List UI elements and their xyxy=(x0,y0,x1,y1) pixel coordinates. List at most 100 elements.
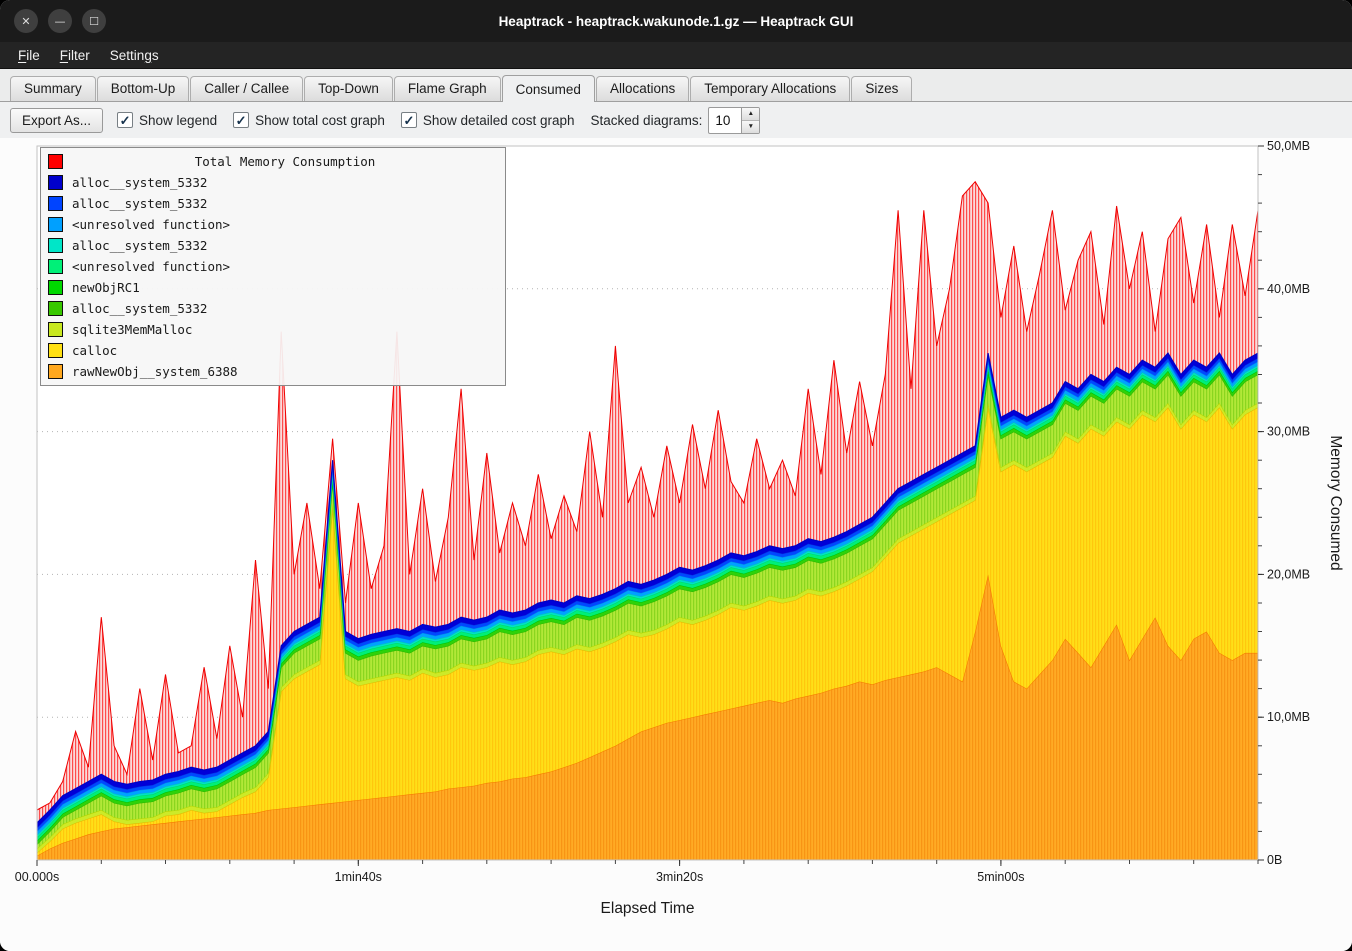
spinbox-value[interactable]: 10 xyxy=(715,112,731,128)
tab-bottom-up[interactable]: Bottom-Up xyxy=(96,76,190,101)
close-icon: ✕ xyxy=(21,14,31,28)
toolbar-checkboxes: ✓ Show legend ✓ Show total cost graph ✓ Show … xyxy=(117,112,575,128)
legend-swatch-icon xyxy=(48,280,63,295)
legend-item: <unresolved function> xyxy=(47,214,499,235)
legend-swatch-icon xyxy=(48,154,63,169)
legend-label: newObjRC1 xyxy=(72,280,140,295)
spin-down-icon: ▼ xyxy=(747,123,755,130)
legend-item: newObjRC1 xyxy=(47,277,499,298)
memory-chart[interactable]: 00.000s 1min40s 3min20s 5min00s 0B 10,0MB 20,0… xyxy=(0,138,1352,951)
series-band xyxy=(37,361,1258,835)
tab-allocations[interactable]: Allocations xyxy=(595,76,690,101)
legend-item: alloc__system_5332 xyxy=(47,298,499,319)
legend-swatch-icon xyxy=(48,238,63,253)
toolbar: Export As... ✓ Show legend ✓ Show total cos… xyxy=(0,102,1352,138)
spinbox-buttons: ▲ ▼ xyxy=(741,107,760,133)
checkbox-show-legend[interactable]: ✓ Show legend xyxy=(117,112,217,128)
legend-label: <unresolved function> xyxy=(72,217,231,232)
checkbox-show-total-cost-graph[interactable]: ✓ Show total cost graph xyxy=(233,112,385,128)
tab-temporary-allocations[interactable]: Temporary Allocations xyxy=(690,76,851,101)
series-line xyxy=(36,352,1259,824)
checkbox-label: Show total cost graph xyxy=(255,112,385,128)
tab-consumed[interactable]: Consumed xyxy=(501,75,595,102)
minimize-button[interactable]: — xyxy=(48,9,72,33)
spin-up-icon: ▲ xyxy=(747,110,755,117)
legend-title-row: Total Memory Consumption xyxy=(47,151,499,172)
legend-swatch-icon xyxy=(48,322,63,337)
spin-up-button[interactable]: ▲ xyxy=(742,107,760,121)
y-tick-label: 10,0MB xyxy=(1267,710,1310,724)
legend-label: alloc__system_5332 xyxy=(72,301,208,316)
checkbox-label: Show legend xyxy=(139,112,218,128)
stacked-diagrams-spinbox[interactable]: 10 ▲ ▼ xyxy=(708,106,761,134)
spin-down-button[interactable]: ▼ xyxy=(742,120,760,133)
close-button[interactable]: ✕ xyxy=(14,9,38,33)
legend-item: alloc__system_5332 xyxy=(47,193,499,214)
series-band xyxy=(37,574,1258,860)
legend-label: alloc__system_5332 xyxy=(72,175,208,190)
legend-item: alloc__system_5332 xyxy=(47,235,499,256)
legend-swatch-icon xyxy=(48,175,63,190)
tab-top-down[interactable]: Top-Down xyxy=(304,76,393,101)
legend-label: sqlite3MemMalloc xyxy=(72,322,193,337)
legend-swatch-icon xyxy=(48,364,63,379)
checkbox-show-detailed-cost-graph[interactable]: ✓ Show detailed cost graph xyxy=(400,112,575,128)
y-tick-label: 0B xyxy=(1267,853,1282,867)
legend-label: rawNewObj__system_6388 xyxy=(72,364,238,379)
titlebar: ✕ — ☐ Heaptrack - heaptrack.wakunode.1.g… xyxy=(0,0,1352,42)
tab-sizes[interactable]: Sizes xyxy=(851,76,913,101)
tab-bar: Summary Bottom-Up Caller / Callee Top-Down F… xyxy=(0,69,1352,102)
y-tick-label: 30,0MB xyxy=(1267,425,1310,439)
x-tick-label: 5min00s xyxy=(977,870,1024,884)
export-as-button[interactable]: Export As... xyxy=(10,107,104,133)
legend-swatch-icon xyxy=(48,259,63,274)
x-tick-label: 00.000s xyxy=(15,870,59,884)
chart-legend: Total Memory Consumption alloc__system_53… xyxy=(40,147,506,386)
menu-settings[interactable]: Settin g s xyxy=(109,47,159,63)
series-band xyxy=(37,407,1258,856)
checkbox-label: Show detailed cost graph xyxy=(422,112,575,128)
y-tick-label: 40,0MB xyxy=(1267,282,1310,296)
y-axis-label: Memory Consumed xyxy=(1327,435,1344,570)
stacked-diagrams-label: Stacked diagrams: xyxy=(590,112,703,128)
legend-swatch-icon xyxy=(48,301,63,316)
maximize-icon: ☐ xyxy=(89,14,99,28)
legend-swatch-icon xyxy=(48,343,63,358)
minimize-icon: — xyxy=(54,14,66,28)
chart-panel: 00.000s 1min40s 3min20s 5min00s 0B 10,0MB 20,0… xyxy=(0,138,1352,951)
x-axis-label: Elapsed Time xyxy=(601,900,695,917)
legend-swatch-icon xyxy=(48,217,63,232)
maximize-button[interactable]: ☐ xyxy=(82,9,106,33)
series-band xyxy=(37,374,1258,849)
series-band xyxy=(37,370,1258,845)
series-band xyxy=(37,358,1258,832)
checkbox-check-icon[interactable]: ✓ xyxy=(117,112,134,128)
legend-label: alloc__system_5332 xyxy=(72,196,208,211)
legend-item: calloc xyxy=(47,340,499,361)
total-memory-line xyxy=(36,180,1259,811)
window-controls: ✕ — ☐ xyxy=(14,0,106,42)
checkbox-check-icon[interactable]: ✓ xyxy=(400,112,417,128)
legend-label: Total Memory Consumption xyxy=(194,154,376,169)
series-band xyxy=(37,365,1258,838)
legend-item: sqlite3MemMalloc xyxy=(47,319,499,340)
legend-label: <unresolved function> xyxy=(72,259,231,274)
tab-summary[interactable]: Summary xyxy=(10,76,96,101)
series-band xyxy=(37,353,1258,828)
y-axis-ticks: 0B 10,0MB 20,0MB 30,0MB 40,0MB 50,0MB xyxy=(1258,139,1310,867)
checkbox-check-icon[interactable]: ✓ xyxy=(233,112,250,128)
tab-caller-callee[interactable]: Caller / Callee xyxy=(190,76,304,101)
legend-label: calloc xyxy=(72,343,118,358)
tab-flame-graph[interactable]: Flame Graph xyxy=(393,76,501,101)
y-tick-label: 20,0MB xyxy=(1267,567,1310,581)
x-tick-label: 3min20s xyxy=(656,870,703,884)
legend-label: alloc__system_5332 xyxy=(72,238,208,253)
legend-item: alloc__system_5332 xyxy=(47,172,499,193)
window-title: Heaptrack - heaptrack.wakunode.1.gz — He… xyxy=(498,13,854,29)
series-band xyxy=(37,367,1258,841)
x-tick-label: 1min40s xyxy=(335,870,382,884)
